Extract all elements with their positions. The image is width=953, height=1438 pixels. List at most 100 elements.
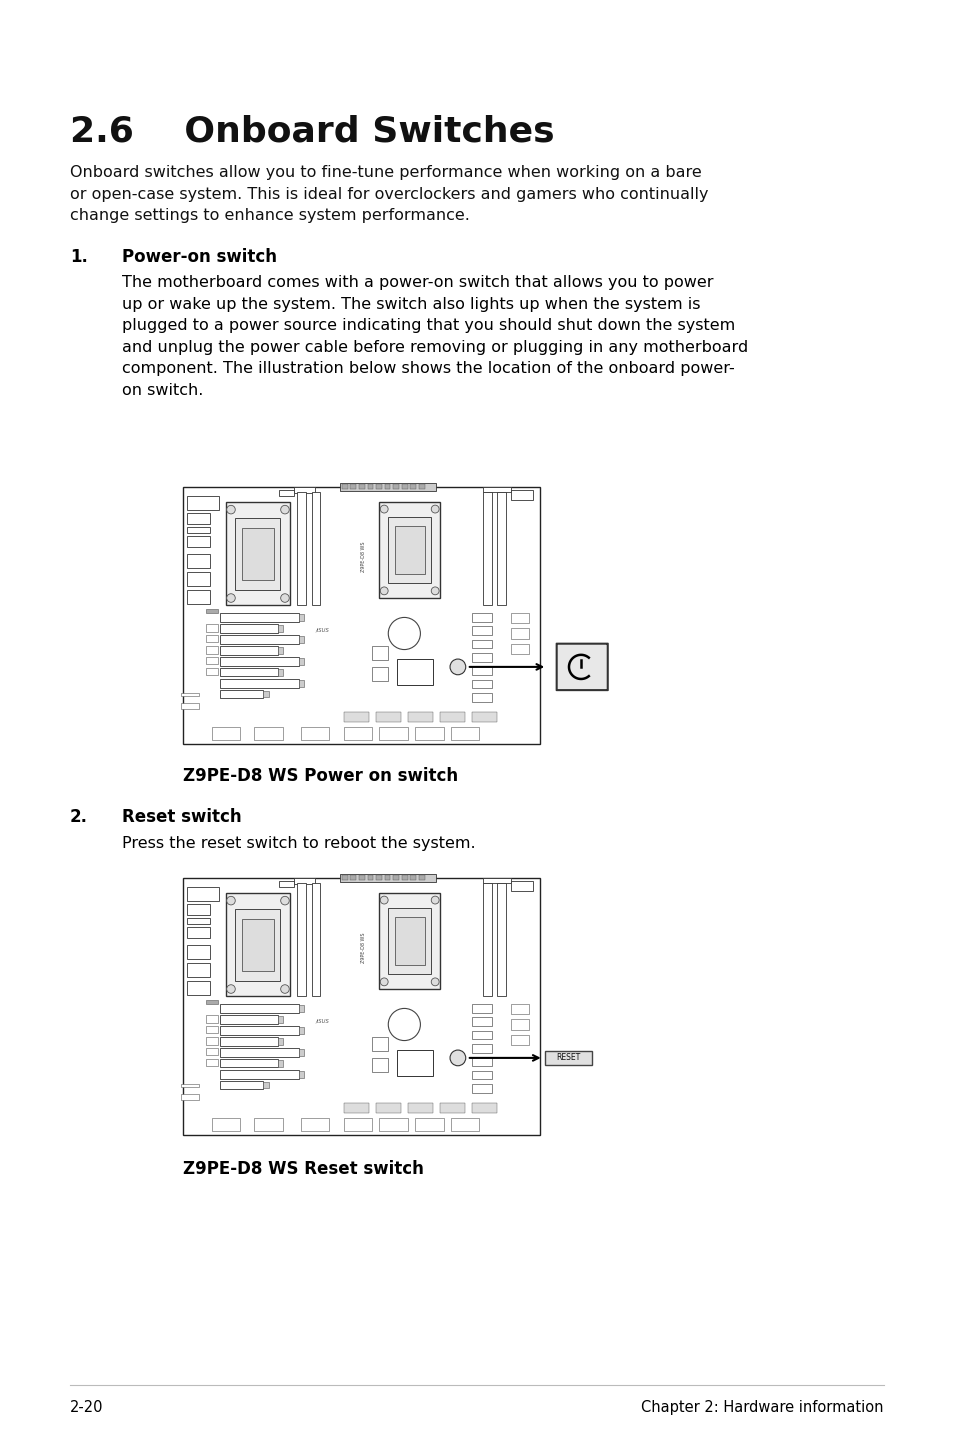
Bar [235,518,280,590]
Bar [372,1037,388,1051]
Bar [220,1070,298,1080]
Text: 2-20: 2-20 [70,1401,103,1415]
Bar [472,1044,492,1053]
Bar [187,963,210,976]
Bar [277,626,283,631]
Bar [187,981,210,995]
Bar [226,502,290,605]
Bar [472,1071,492,1080]
Bar [343,1103,368,1113]
Bar [206,657,217,664]
Bar [206,646,217,653]
Bar [472,712,497,722]
Bar [379,893,439,988]
Bar [339,483,436,490]
Bar [341,485,347,489]
Bar [367,874,373,880]
Bar [350,485,355,489]
Circle shape [227,985,235,994]
Circle shape [380,587,388,595]
Bar [393,485,398,489]
Bar [277,669,283,676]
Bar [482,487,511,492]
Bar [206,1015,217,1022]
Bar [242,528,274,580]
Bar [187,917,210,925]
Bar [212,1119,240,1132]
Bar [312,883,320,997]
Bar [511,1035,529,1045]
Bar [206,1027,217,1034]
Bar [206,610,217,613]
Bar [242,919,274,971]
Bar [511,1020,529,1030]
Bar [341,874,347,880]
Bar [187,887,218,902]
Bar [384,485,390,489]
Bar [472,1031,492,1040]
Bar [415,1119,443,1132]
Circle shape [280,896,289,905]
Bar [183,487,539,743]
Bar [298,1005,304,1012]
Text: Chapter 2: Hardware information: Chapter 2: Hardware information [640,1401,883,1415]
Bar [511,880,533,892]
Bar [358,874,364,880]
Bar [343,728,372,741]
Circle shape [450,1050,465,1066]
Bar [388,516,431,584]
Bar [220,690,263,697]
Bar [277,1038,283,1045]
Bar [181,1084,199,1087]
Bar [220,669,277,676]
Bar [545,1051,591,1066]
Circle shape [431,978,438,986]
Text: 2.6    Onboard Switches: 2.6 Onboard Switches [70,115,554,150]
Bar [410,485,416,489]
Bar [298,636,304,643]
Bar [372,1058,388,1073]
Bar [206,669,217,676]
Bar [511,489,533,500]
Bar [220,636,298,644]
Bar [375,712,400,722]
Bar [482,879,511,883]
Bar [472,653,492,661]
Circle shape [280,594,289,603]
Bar [472,1017,492,1027]
Bar [220,1015,277,1024]
Circle shape [431,587,438,595]
Bar [472,1084,492,1093]
Bar [220,613,298,623]
Bar [375,485,381,489]
Circle shape [227,505,235,513]
Bar [206,1001,217,1004]
Bar [439,712,464,722]
Bar [235,909,280,981]
Bar [401,874,407,880]
Bar [220,679,298,689]
Bar [372,646,388,660]
Circle shape [380,505,388,513]
Bar [388,907,431,975]
Bar [339,874,436,881]
Bar [187,945,210,959]
Text: Press the reset switch to reboot the system.: Press the reset switch to reboot the sys… [122,835,476,851]
Bar [187,536,210,548]
Bar [482,883,492,997]
Circle shape [227,896,235,905]
Bar [183,879,539,1135]
Bar [401,485,407,489]
Bar [220,646,277,654]
Text: The motherboard comes with a power-on switch that allows you to power
up or wake: The motherboard comes with a power-on sw… [122,275,747,398]
Bar [472,640,492,649]
Bar [396,1050,433,1076]
Text: /ISUS: /ISUS [314,627,329,633]
Bar [220,624,277,633]
Text: Power-on switch: Power-on switch [122,247,276,266]
Bar [206,1060,217,1067]
Circle shape [431,505,438,513]
Bar [297,883,306,997]
Bar [277,1060,283,1067]
Bar [220,1037,277,1045]
